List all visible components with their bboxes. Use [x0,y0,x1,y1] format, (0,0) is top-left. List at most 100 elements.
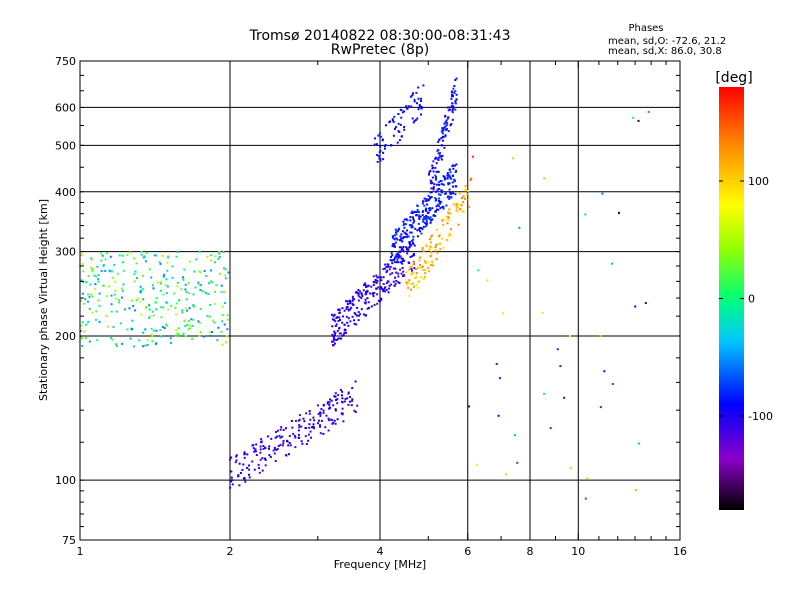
data-point [420,100,422,102]
data-point [426,266,429,269]
data-point [275,449,278,451]
data-point [429,197,432,200]
data-point [338,316,341,319]
data-point [356,306,359,309]
data-point [351,295,354,298]
data-point [486,279,489,282]
data-point [415,91,418,94]
data-point [368,306,370,309]
data-point [391,245,394,248]
data-points [79,77,650,500]
data-point [272,449,275,452]
data-point [403,126,406,128]
data-point [417,97,420,100]
data-point [437,152,440,155]
data-point [353,409,356,412]
data-point [85,281,88,283]
data-point [152,314,155,317]
data-point [396,141,399,144]
data-point [366,285,369,288]
data-point [307,439,310,442]
data-point [246,467,249,469]
data-point [335,399,337,401]
data-point [410,269,413,272]
data-point [387,287,390,290]
data-point [380,276,383,279]
data-point [334,320,337,323]
data-point [469,179,472,182]
data-point [437,170,440,173]
data-point [423,259,426,262]
data-point [347,308,350,311]
data-point [139,300,142,303]
colorbar-tick-label: 0 [748,293,755,306]
y-tick-label-100: 100 [55,474,76,487]
data-point [447,216,450,219]
data-point [375,281,378,284]
data-point [401,230,404,233]
data-point [354,313,357,316]
data-point [225,341,228,344]
data-point [428,171,431,174]
data-point [166,285,169,288]
data-point [344,398,347,400]
y-tick-labels: 75 100 200 300 400 500 600 750 [55,55,76,547]
data-point [420,232,423,235]
data-point [347,324,350,327]
data-point [208,331,211,334]
data-point [151,340,154,343]
data-point [412,92,414,95]
data-point [457,209,460,212]
data-point [415,284,418,286]
data-point [198,334,201,337]
data-point [231,483,234,486]
data-point [403,259,406,262]
data-point [379,149,382,152]
data-point [414,227,417,230]
data-point [407,261,410,264]
data-point [549,427,552,430]
data-point [165,323,168,326]
data-point [584,497,587,500]
data-point [199,271,202,274]
colorbar [719,87,744,510]
data-point [191,337,194,340]
data-point [159,306,162,309]
data-point [345,308,348,310]
data-point [381,139,384,142]
data-point [190,318,193,321]
data-point [133,257,135,260]
data-point [393,115,396,118]
data-point [637,119,640,122]
data-point [189,327,192,330]
y-tick-label-750: 750 [55,55,76,68]
data-point [416,235,419,238]
data-point [165,278,168,281]
data-point [308,426,311,429]
y-tick-label-400: 400 [55,186,76,199]
data-point [334,392,337,395]
data-point [319,414,322,417]
data-point [364,283,367,286]
data-point [364,314,367,317]
data-point [404,223,407,226]
data-point [366,290,369,293]
data-point [243,478,246,481]
data-point [193,305,195,308]
data-point [435,170,438,173]
data-point [454,193,457,196]
data-point [569,466,572,469]
data-point [336,402,339,405]
data-point [177,333,180,336]
data-point [390,283,393,286]
data-point [450,228,452,231]
data-point [406,233,409,236]
data-point [212,319,215,322]
data-point [177,327,180,330]
data-point [412,252,415,255]
data-point [203,269,206,272]
data-point [91,295,94,298]
data-point [292,432,295,435]
data-point [410,231,413,234]
data-point [422,220,425,223]
